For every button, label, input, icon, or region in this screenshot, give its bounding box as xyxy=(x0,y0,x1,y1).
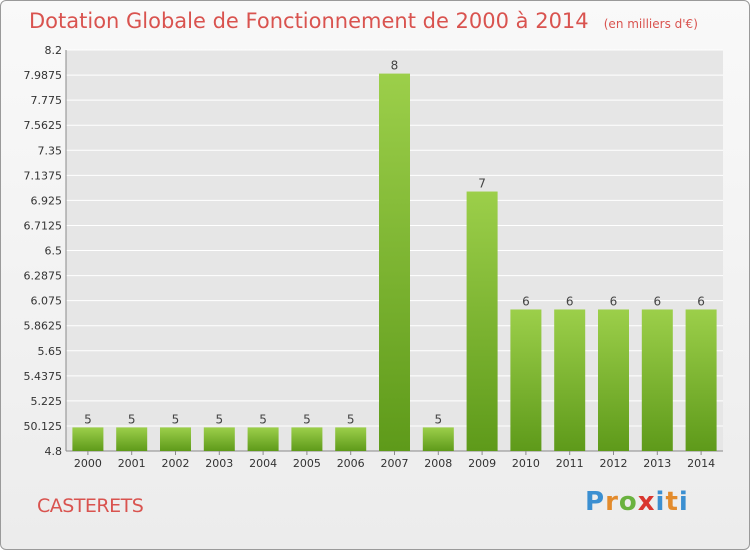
x-tick-label: 2003 xyxy=(205,457,233,470)
logo-letter: P xyxy=(585,487,606,517)
bar xyxy=(160,427,191,451)
bar-value-label: 8 xyxy=(391,59,399,73)
logo-letter: r xyxy=(605,487,619,517)
logo-letter: i xyxy=(655,487,666,517)
y-tick-label: 6.075 xyxy=(31,295,63,308)
bar-value-label: 7 xyxy=(478,177,486,191)
proxiti-logo: Proxiti xyxy=(585,487,689,517)
x-tick-label: 2000 xyxy=(74,457,102,470)
x-tick-label: 2004 xyxy=(249,457,277,470)
x-tick-label: 2005 xyxy=(293,457,321,470)
bar xyxy=(510,309,542,451)
bar xyxy=(598,309,629,451)
x-tick-label: 2009 xyxy=(468,457,496,470)
x-tick-label: 2008 xyxy=(424,457,452,470)
x-tick-label: 2013 xyxy=(643,457,671,470)
x-tick-label: 2002 xyxy=(162,457,190,470)
bar xyxy=(116,427,148,451)
y-tick-label: 6.2875 xyxy=(24,270,63,283)
x-tick-label: 2014 xyxy=(687,457,715,470)
bar-value-label: 5 xyxy=(84,412,92,426)
chart-title-text: Dotation Globale de Fonctionnement de 20… xyxy=(29,9,589,33)
y-tick-label: 4.8 xyxy=(45,445,63,458)
bar-value-label: 5 xyxy=(172,412,180,426)
y-tick-label: 5.8625 xyxy=(24,320,63,333)
chart-unit: (en milliers d'€) xyxy=(603,17,698,31)
y-tick-label: 5.65 xyxy=(38,345,63,358)
bar-value-label: 6 xyxy=(697,294,705,308)
y-tick-label: 5.4375 xyxy=(24,370,63,383)
bar-value-label: 5 xyxy=(259,412,267,426)
x-tick-label: 2012 xyxy=(600,457,628,470)
x-tick-label: 2007 xyxy=(381,457,409,470)
x-tick-label: 2011 xyxy=(556,457,584,470)
y-tick-label: 6.7125 xyxy=(24,219,63,232)
bar-value-label: 6 xyxy=(610,294,618,308)
logo-letter: i xyxy=(678,487,689,517)
bar xyxy=(72,427,104,451)
bar-value-label: 5 xyxy=(303,412,311,426)
chart-title: Dotation Globale de Fonctionnement de 20… xyxy=(29,9,698,33)
y-tick-label: 8.2 xyxy=(45,44,63,57)
bar-value-label: 5 xyxy=(347,412,355,426)
bar xyxy=(641,309,673,451)
logo-letter: x xyxy=(637,487,656,517)
location-name: CASTERETS xyxy=(37,495,144,517)
logo-letter: t xyxy=(665,487,679,517)
x-tick-label: 2010 xyxy=(512,457,540,470)
bar-value-label: 5 xyxy=(215,412,223,426)
bar xyxy=(466,191,498,451)
bar-value-label: 6 xyxy=(522,294,530,308)
y-tick-label: 50.125 xyxy=(24,420,63,433)
y-tick-label: 7.5625 xyxy=(24,119,63,132)
bar xyxy=(554,309,586,451)
y-tick-label: 7.9875 xyxy=(24,69,63,82)
bar xyxy=(422,427,454,451)
bar xyxy=(247,427,279,451)
bar xyxy=(203,427,235,451)
bar xyxy=(291,427,323,451)
logo-letter: o xyxy=(618,487,638,517)
bar-value-label: 5 xyxy=(128,412,136,426)
y-tick-label: 6.925 xyxy=(31,194,63,207)
bar xyxy=(335,427,367,451)
bar-value-label: 6 xyxy=(653,294,661,308)
y-tick-label: 5.225 xyxy=(31,395,63,408)
bar xyxy=(379,73,410,452)
bar xyxy=(685,309,717,451)
y-tick-label: 7.35 xyxy=(38,144,63,157)
y-tick-label: 7.775 xyxy=(31,94,63,107)
x-tick-label: 2006 xyxy=(337,457,365,470)
bar-value-label: 5 xyxy=(434,412,442,426)
x-tick-label: 2001 xyxy=(118,457,146,470)
y-tick-label: 6.5 xyxy=(45,245,63,258)
bar-value-label: 6 xyxy=(566,294,574,308)
y-tick-label: 7.1375 xyxy=(24,169,63,182)
